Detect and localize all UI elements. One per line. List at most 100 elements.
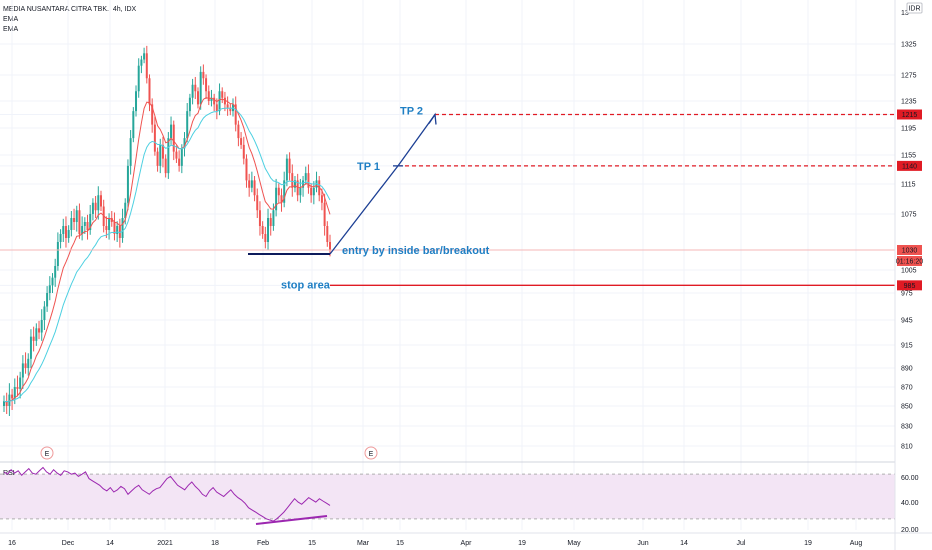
candle (277, 187, 280, 196)
candle (264, 234, 267, 242)
candle (186, 111, 189, 139)
time-tick: Feb (257, 540, 269, 547)
ema-lines (3, 97, 331, 403)
price-tick: 830 (901, 424, 913, 431)
price-tick: 1235 (901, 99, 917, 106)
candle (38, 328, 41, 333)
candle (75, 210, 78, 222)
candle (188, 97, 191, 112)
candle (11, 394, 14, 399)
time-tick: Aug (850, 540, 863, 547)
candle (97, 195, 100, 211)
price-tick: 1325 (901, 42, 917, 49)
candle (256, 195, 259, 211)
candle (121, 218, 124, 238)
candle (16, 387, 19, 389)
candle (183, 138, 186, 149)
candle (126, 165, 129, 203)
candle (19, 377, 22, 389)
indicator-ema-2[interactable]: EMA (3, 26, 19, 33)
tp1-price-label: 1140 (902, 163, 917, 170)
tp1-annotation: TP 1 (357, 161, 380, 173)
candle (234, 104, 237, 125)
candle (202, 71, 205, 79)
candle (29, 336, 32, 359)
candle (191, 84, 194, 98)
level-lines (0, 113, 895, 286)
candle (291, 173, 294, 188)
candle (229, 107, 232, 112)
tp1-price-label-bg (897, 160, 922, 171)
candle (170, 124, 173, 139)
candle (73, 218, 76, 222)
candle (280, 195, 283, 203)
candle (54, 266, 57, 278)
candle (124, 202, 127, 218)
candle (267, 218, 270, 242)
time-tick: 14 (106, 540, 114, 547)
tp2-price-label-bg (897, 109, 922, 120)
candle (326, 226, 329, 242)
earnings-marker-label: E (45, 451, 50, 458)
candle (110, 218, 113, 222)
candle (258, 210, 261, 226)
time-tick: 2021 (157, 540, 173, 547)
candle (196, 91, 199, 105)
time-tick: 16 (8, 540, 16, 547)
candle (151, 104, 154, 125)
time-tick: 19 (804, 540, 812, 547)
currency-badge (906, 2, 923, 14)
candle (27, 358, 30, 368)
candle (108, 218, 111, 230)
candle (62, 226, 65, 234)
rsi-divergence-line (255, 515, 328, 525)
candle (32, 336, 35, 341)
rsi-line (3, 466, 331, 525)
candle (153, 124, 156, 152)
stop-annotation: stop area (281, 279, 331, 291)
candle (312, 187, 315, 196)
price-tick: 975 (901, 291, 913, 298)
stop-price-label: 985 (904, 283, 916, 290)
candle (56, 242, 59, 266)
candle (164, 158, 167, 174)
price-tick: 870 (901, 385, 913, 392)
candle (105, 226, 108, 230)
candle (145, 53, 148, 79)
candle (89, 214, 92, 230)
candle (172, 124, 175, 152)
countdown-label-bg (897, 256, 922, 266)
grid (0, 0, 895, 530)
candle (94, 202, 97, 211)
candle (299, 187, 302, 196)
price-tick: 850 (901, 404, 913, 411)
candle (194, 84, 197, 92)
last-price-label: 1030 (902, 248, 918, 255)
candle (137, 65, 140, 92)
candle (304, 173, 307, 181)
candle (218, 91, 221, 112)
arrow-head (428, 112, 437, 125)
candle (248, 180, 251, 188)
price-tick: 1005 (901, 268, 917, 275)
candle (81, 226, 84, 234)
candle (67, 230, 70, 238)
candle (129, 138, 132, 166)
candle (320, 195, 323, 203)
candle (91, 202, 94, 214)
rsi-tick: 60.00 (901, 475, 919, 482)
candle (40, 320, 43, 333)
candle (245, 158, 248, 181)
price-tick: 1155 (901, 153, 916, 160)
indicator-ema-1[interactable]: EMA (3, 16, 19, 23)
candle (64, 226, 67, 238)
candle (226, 104, 229, 108)
candle (253, 180, 256, 196)
candle (329, 242, 331, 250)
candle (59, 234, 62, 242)
candle (3, 401, 5, 406)
candle (167, 138, 170, 174)
candle (161, 144, 164, 159)
time-tick: 14 (680, 540, 688, 547)
